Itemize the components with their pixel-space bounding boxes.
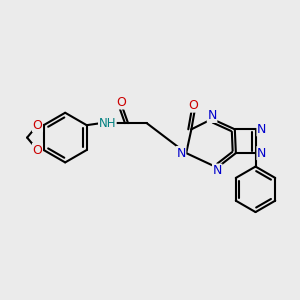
Text: N: N — [176, 147, 186, 160]
Text: O: O — [116, 96, 126, 109]
Text: NH: NH — [99, 117, 116, 130]
Text: N: N — [213, 164, 222, 177]
Text: N: N — [207, 110, 217, 122]
Text: N: N — [257, 147, 266, 160]
Text: O: O — [32, 119, 42, 132]
Text: O: O — [32, 143, 42, 157]
Text: O: O — [188, 99, 198, 112]
Text: N: N — [257, 123, 266, 136]
